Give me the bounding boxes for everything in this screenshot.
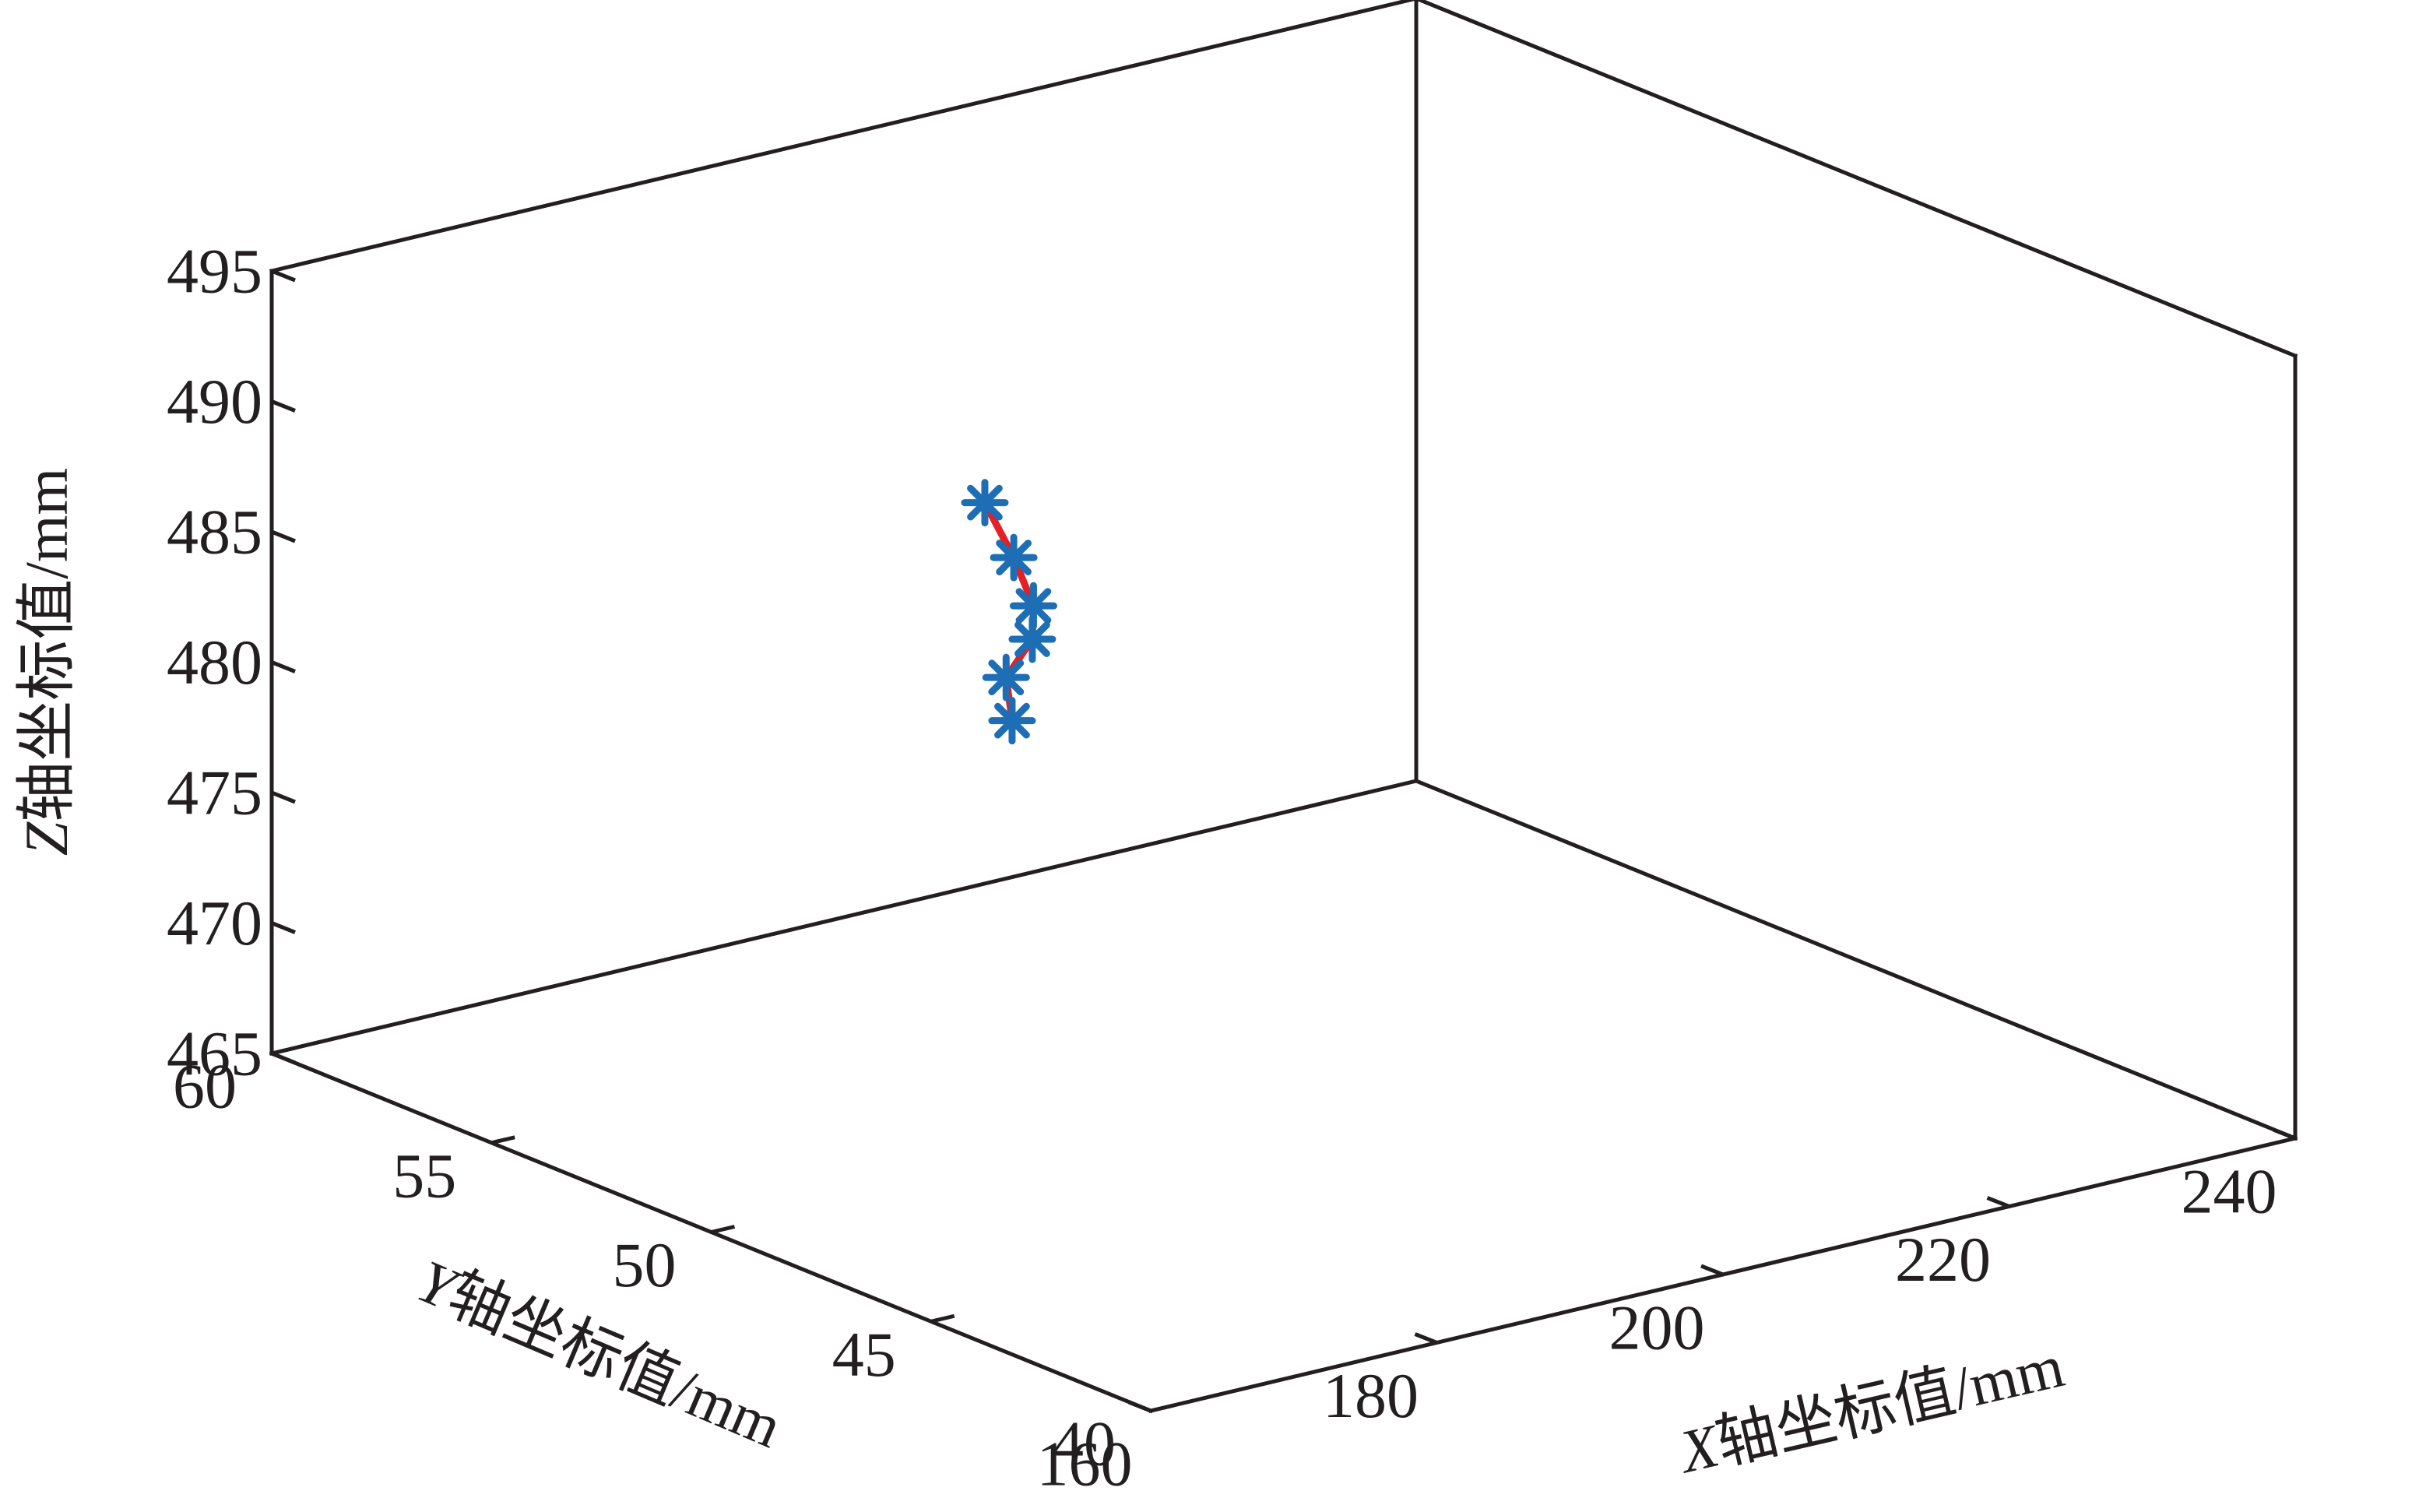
box-edge-floor-right (1413, 778, 2298, 1141)
data-point-asterisk-marker (982, 653, 1030, 701)
y-axis-title: Y轴坐标值/mm (408, 1247, 792, 1461)
z-tick-label: 475 (167, 758, 262, 828)
y-tick-mark (271, 1046, 296, 1056)
data-point-asterisk-marker (990, 533, 1038, 582)
x-tick-mark (1128, 1400, 1151, 1413)
data-point-asterisk-marker (1008, 615, 1057, 663)
z-tick-mark (271, 790, 296, 804)
x-tick-mark (1986, 1196, 2010, 1208)
x-tick-mark (1700, 1264, 1724, 1277)
z-tick-mark (271, 269, 296, 283)
z-axis-title: Z轴坐标值/mm (12, 468, 80, 856)
x-tick-label: 180 (1323, 1360, 1419, 1431)
axis-ticks (271, 269, 2296, 1413)
data-point-asterisk-marker (1009, 582, 1057, 630)
x-tick-mark (2273, 1127, 2296, 1141)
y-tick-mark (1150, 1403, 1175, 1413)
z-tick-label: 465 (167, 1018, 262, 1089)
data-point-asterisk-marker (961, 479, 1009, 527)
z-tick-mark (271, 1051, 296, 1065)
box-edge-floor-back (269, 778, 1419, 1057)
y-tick-mark (930, 1313, 955, 1324)
x-tick-mark (1414, 1332, 1438, 1345)
y-tick-mark (710, 1225, 736, 1234)
z-tick-label: 485 (167, 497, 262, 568)
y-tick-mark (490, 1135, 515, 1145)
y-tick-label: 55 (392, 1140, 456, 1211)
x-axis-title: X轴坐标值/mm (1671, 1331, 2069, 1486)
y-tick-label: 40 (1052, 1408, 1116, 1479)
z-tick-label: 490 (167, 366, 262, 437)
x-tick-label: 240 (2182, 1156, 2277, 1227)
z-tick-label: 495 (167, 236, 262, 307)
x-tick-label: 160 (1037, 1429, 1133, 1500)
z-tick-label: 480 (167, 627, 262, 698)
box-edge-top-back (269, 0, 1419, 274)
data-series (961, 479, 1057, 745)
z-tick-label: 470 (167, 888, 262, 958)
y-tick-label: 60 (173, 1051, 237, 1122)
x-tick-label: 220 (1895, 1224, 1991, 1295)
data-point-asterisk-marker (988, 697, 1036, 745)
y-tick-label: 45 (832, 1319, 896, 1390)
z-tick-mark (271, 660, 296, 673)
z-tick-mark (271, 529, 296, 543)
z-tick-mark (271, 399, 296, 413)
x-tick-label: 200 (1609, 1292, 1705, 1363)
y-tick-label: 50 (613, 1229, 677, 1300)
z-tick-mark (271, 921, 296, 934)
box-edge-top-right (1415, 0, 2298, 359)
